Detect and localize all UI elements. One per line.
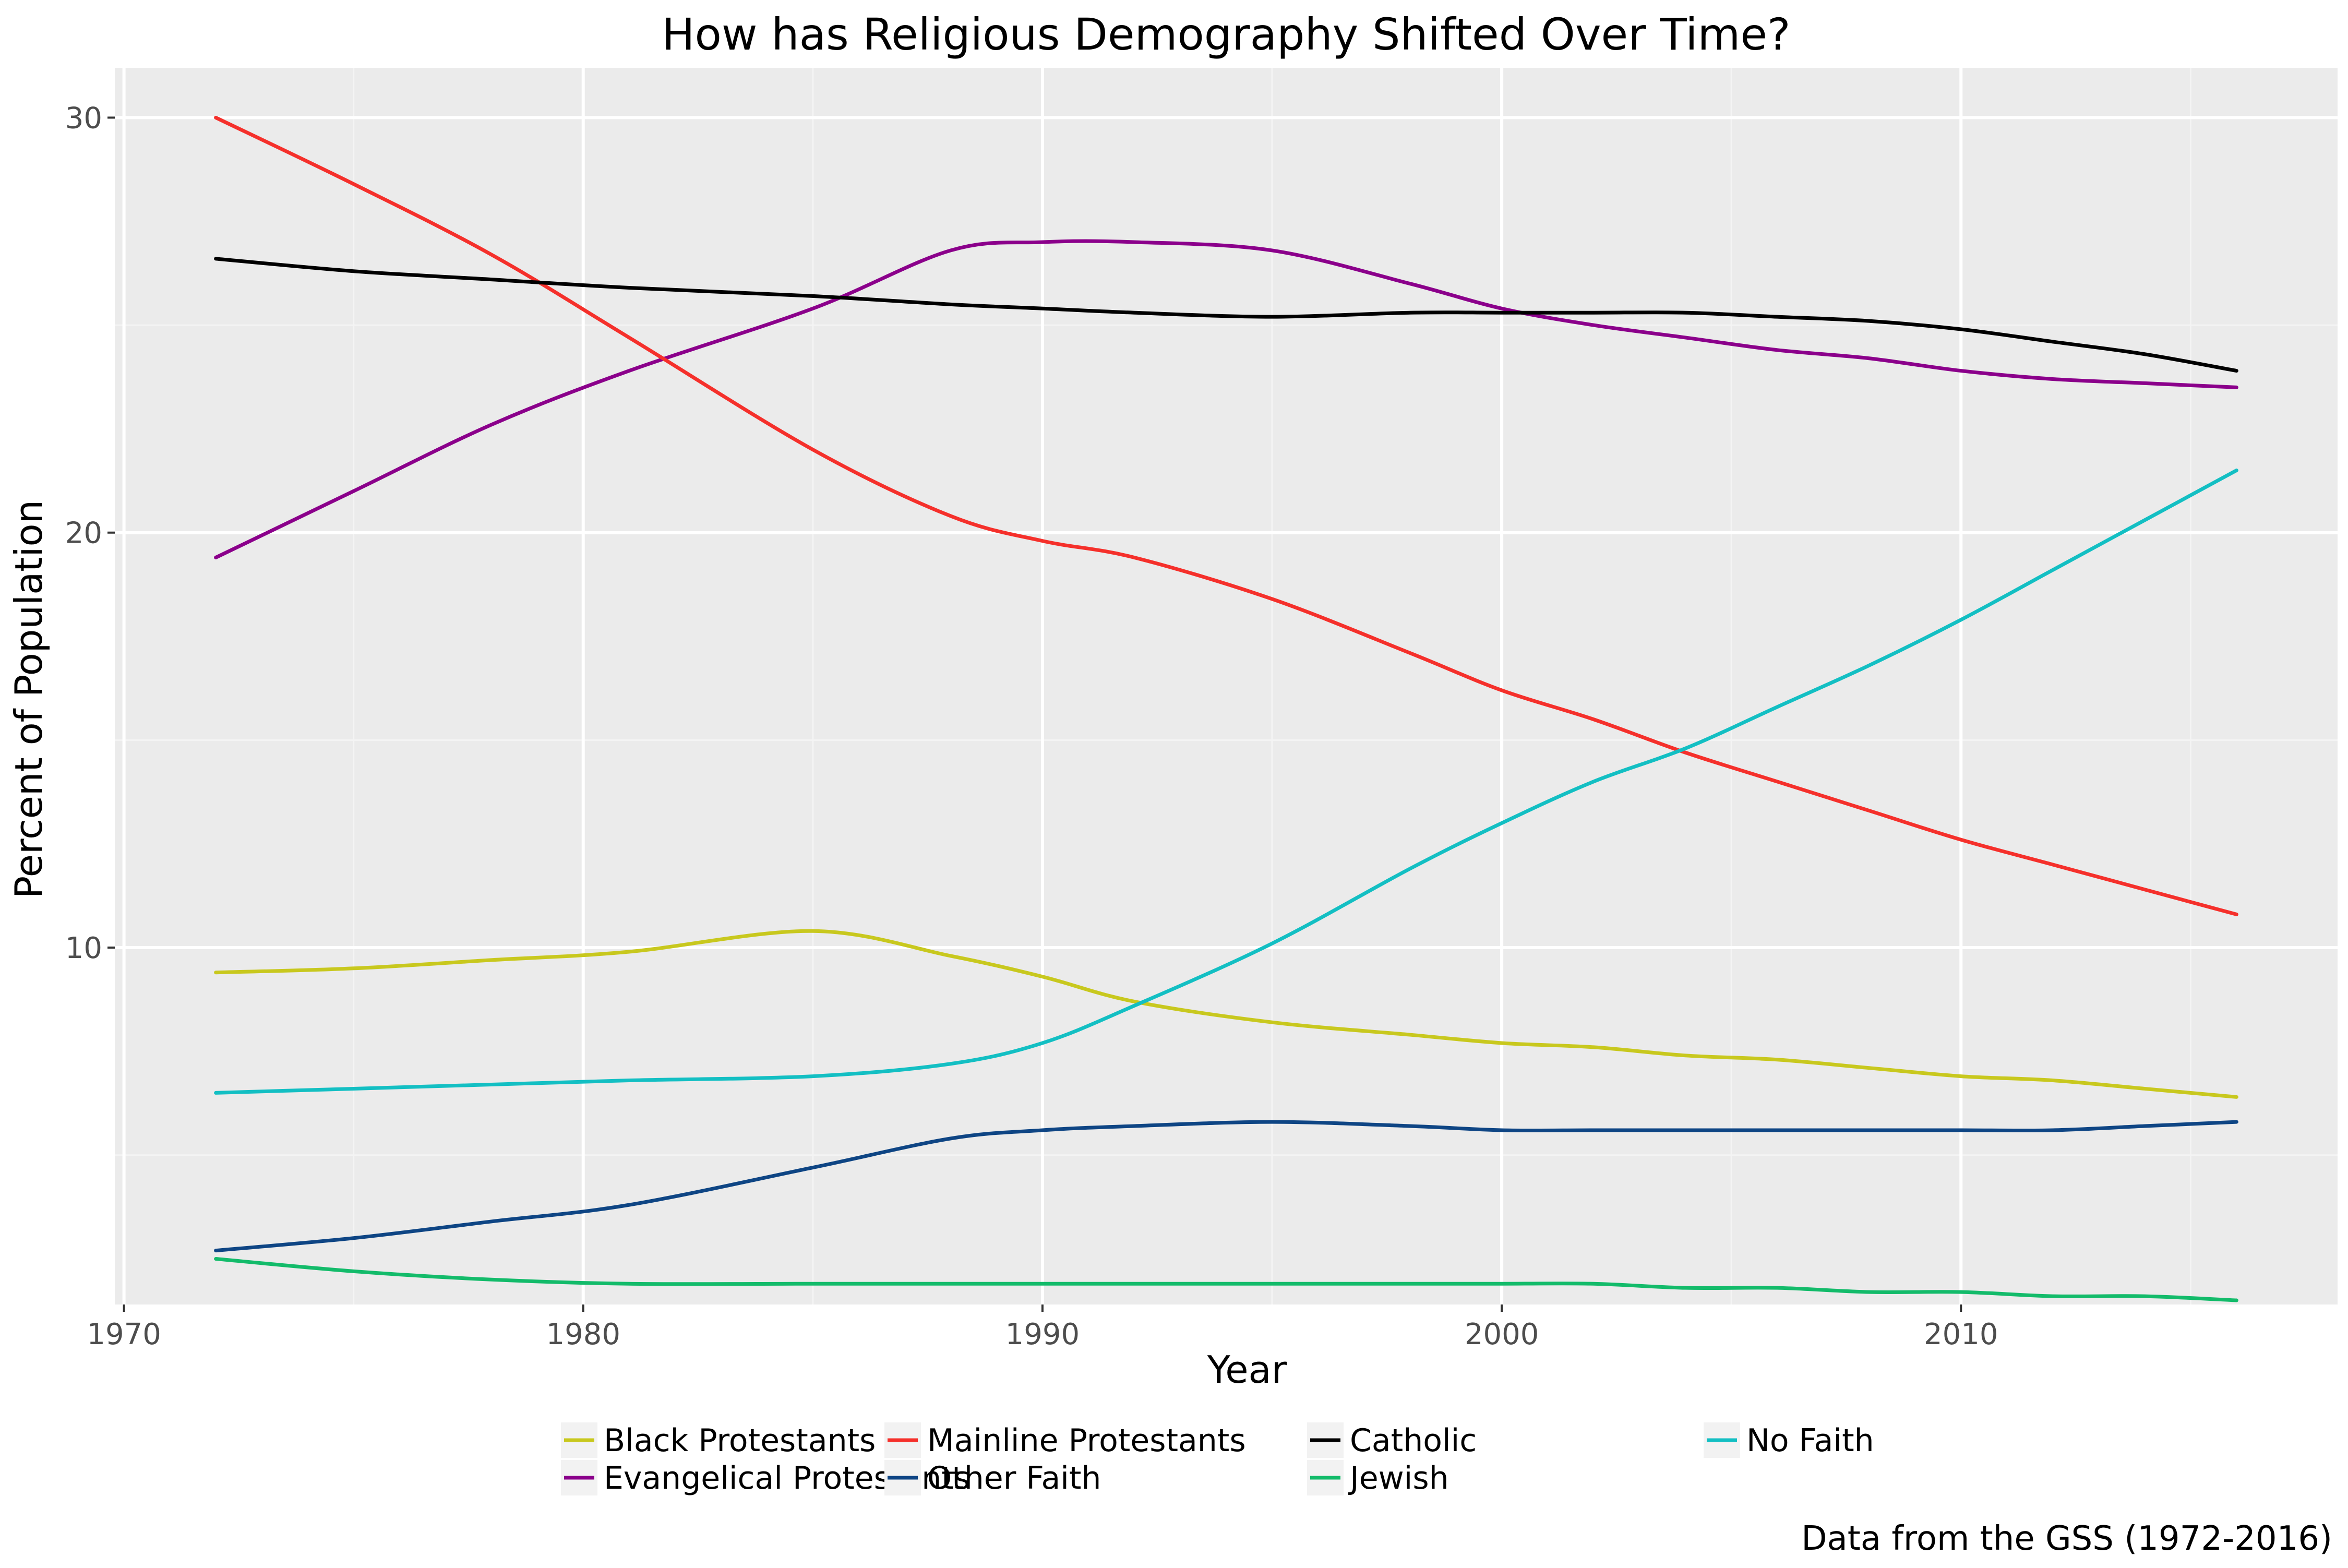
caption: Data from the GSS (1972-2016) — [1801, 1519, 2332, 1558]
y-axis-title: Percent of Population — [7, 500, 51, 899]
y-tick-label: 10 — [65, 931, 102, 965]
legend-label: Catholic — [1350, 1422, 1477, 1459]
x-tick-label: 2010 — [1924, 1318, 1998, 1351]
x-tick-label: 1990 — [1005, 1318, 1080, 1351]
chart-title: How has Religious Demography Shifted Ove… — [662, 9, 1790, 60]
x-tick-label: 1970 — [87, 1318, 161, 1351]
y-tick-label: 30 — [65, 101, 102, 135]
legend-label: Mainline Protestants — [927, 1422, 1246, 1459]
x-tick-label: 1980 — [546, 1318, 621, 1351]
legend-label: Jewish — [1348, 1460, 1449, 1497]
legend-label: Other Faith — [927, 1460, 1101, 1497]
legend-label: No Faith — [1746, 1422, 1874, 1459]
y-tick-label: 20 — [65, 517, 102, 550]
x-axis-title: Year — [1207, 1348, 1287, 1392]
plot-panel — [115, 68, 2338, 1304]
x-tick-label: 2000 — [1465, 1318, 1539, 1351]
legend-label: Black Protestants — [604, 1422, 876, 1459]
